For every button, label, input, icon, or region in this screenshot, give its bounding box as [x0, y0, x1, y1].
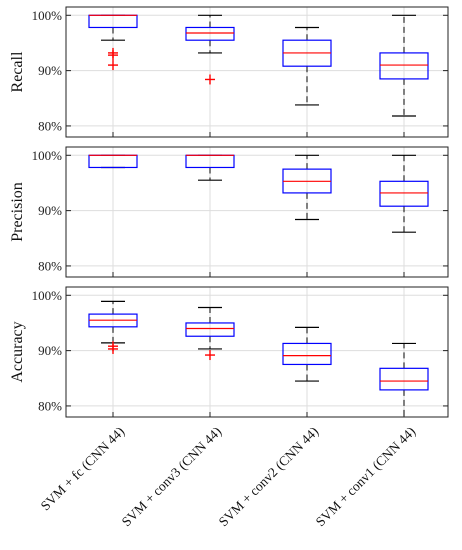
- iqr-box: [185, 322, 235, 337]
- y-axis-label: Precision: [9, 182, 26, 242]
- iqr-box: [379, 367, 429, 391]
- y-tick-label: 90%: [38, 63, 62, 78]
- x-category-label: SVM + conv3 (CNN 44): [119, 424, 225, 530]
- plot-area: [66, 287, 448, 417]
- outlier-marker: [108, 343, 118, 354]
- axes-frame: [65, 286, 449, 418]
- iqr-box: [379, 180, 429, 207]
- box-4: [379, 154, 429, 233]
- box-3: [282, 154, 332, 221]
- box-2: [185, 306, 235, 361]
- y-tick-label: 80%: [38, 258, 62, 273]
- box-1: [88, 154, 138, 169]
- y-tick-label: 100%: [32, 148, 63, 163]
- box-3: [282, 26, 332, 106]
- box-2: [185, 14, 235, 85]
- y-tick-label: 100%: [32, 8, 63, 23]
- plot-area: [66, 7, 448, 137]
- y-tick-label: 100%: [32, 288, 63, 303]
- axes-frame: [65, 146, 449, 278]
- iqr-box: [185, 26, 235, 41]
- box-1: [88, 14, 138, 71]
- box-3: [282, 326, 332, 382]
- y-axis-label: Recall: [9, 51, 26, 92]
- x-category-label: SVM + fc (CNN 44): [38, 424, 128, 514]
- axes-frame: [65, 6, 449, 138]
- outlier-marker: [205, 74, 215, 85]
- panel-recall: 80% 90% 100% Recall: [9, 6, 449, 138]
- x-category-label: SVM + conv1 (CNN 44): [313, 424, 419, 530]
- x-category-label: SVM + conv2 (CNN 44): [216, 424, 322, 530]
- y-tick-label: 90%: [38, 203, 62, 218]
- iqr-box: [282, 342, 332, 366]
- outlier-marker: [205, 350, 215, 361]
- panel-precision: 80% 90% 100% Precision: [9, 146, 449, 278]
- box-4: [379, 342, 429, 417]
- plot-area: [66, 147, 448, 277]
- y-tick-label: 80%: [38, 118, 62, 133]
- box-4: [379, 14, 429, 117]
- outlier-marker: [108, 50, 118, 61]
- outlier-marker: [108, 60, 118, 71]
- y-tick-label: 80%: [38, 398, 62, 413]
- y-tick-label: 90%: [38, 343, 62, 358]
- iqr-box: [379, 52, 429, 80]
- panel-accuracy: 80% 90% 100% Accuracy: [9, 286, 449, 418]
- y-axis-label: Accuracy: [9, 321, 26, 382]
- box-1: [88, 300, 138, 354]
- box-2: [185, 154, 235, 181]
